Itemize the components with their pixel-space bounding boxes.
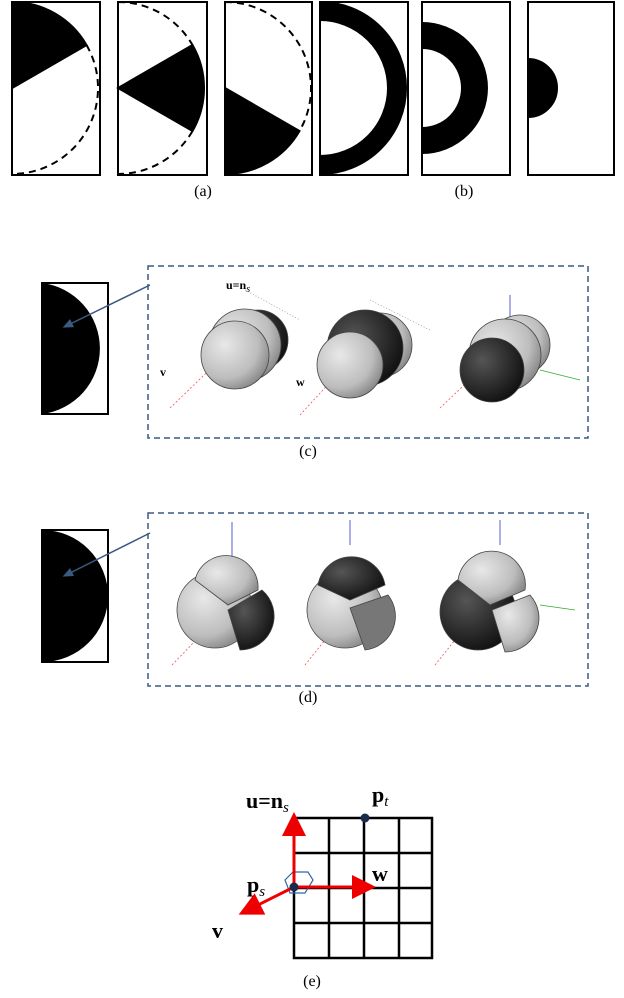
- point-label-sub: s: [259, 884, 265, 900]
- figure: (a) (b) u=ns v w (c): [0, 0, 624, 998]
- panel-b: [320, 2, 614, 175]
- wedge: [12, 2, 87, 88]
- point-pt: [361, 814, 370, 823]
- half-disc: [528, 59, 557, 117]
- axis-label-text: u=n: [246, 788, 283, 813]
- axis-label: w: [296, 375, 305, 389]
- point-label-sub: t: [384, 794, 389, 810]
- panel-c: u=ns v w: [42, 266, 588, 438]
- ring: [422, 23, 487, 153]
- caption: (a): [194, 183, 212, 200]
- axis-label: w: [372, 861, 388, 886]
- ring: [320, 2, 406, 174]
- sphere-group: [172, 520, 575, 665]
- axis-label-sub: s: [246, 284, 250, 295]
- panel-e: u=ns pt ps w v: [212, 782, 432, 958]
- axis-label-text: u=n: [226, 278, 247, 292]
- panel-a: [12, 2, 312, 175]
- axis-label: v: [212, 918, 223, 943]
- half-disc: [42, 530, 108, 662]
- point-label-text: p: [372, 782, 384, 807]
- caption: (b): [455, 183, 474, 200]
- point-label-text: p: [247, 872, 259, 897]
- axis-label: u=ns: [226, 278, 250, 295]
- panel-d: [42, 513, 588, 686]
- half-disc: [42, 283, 100, 414]
- axis-label: v: [160, 365, 166, 379]
- caption: (c): [299, 443, 317, 460]
- axis-label-sub: s: [283, 800, 289, 816]
- point-ps: [290, 883, 299, 892]
- sphere-group: [170, 290, 580, 415]
- caption: (d): [299, 689, 318, 706]
- point-label: pt: [372, 782, 389, 810]
- axis-label: u=ns: [246, 788, 289, 816]
- wedge: [118, 45, 204, 131]
- caption: (e): [303, 973, 321, 990]
- wedge: [225, 88, 300, 174]
- point-label: ps: [247, 872, 265, 900]
